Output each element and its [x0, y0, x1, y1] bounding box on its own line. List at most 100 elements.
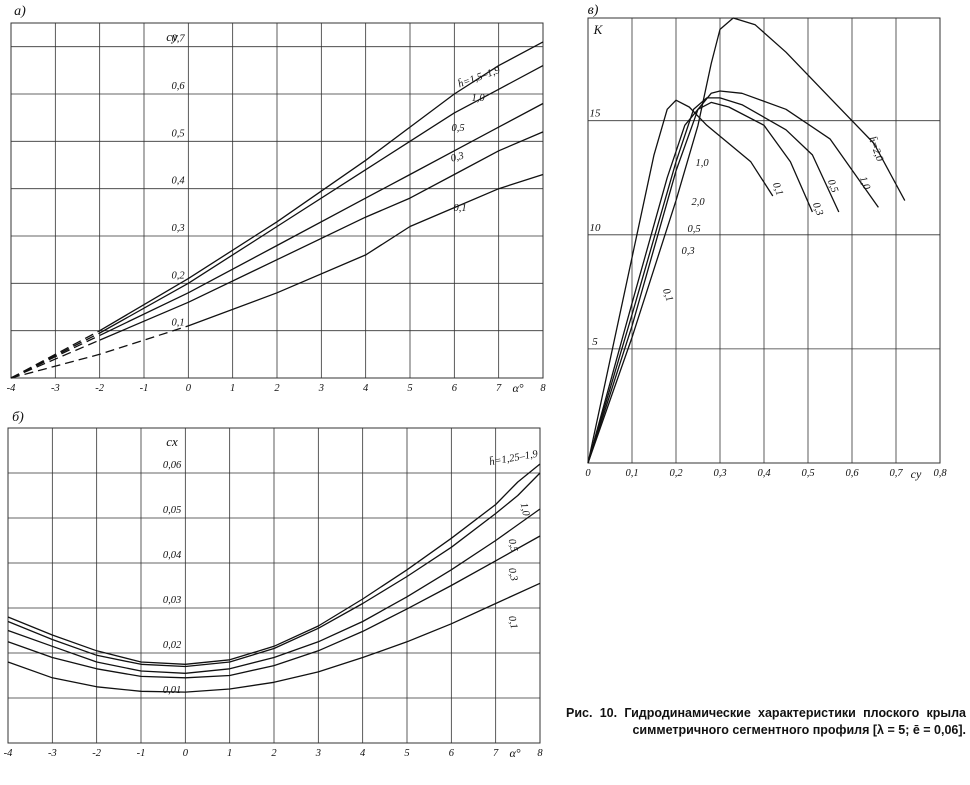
series-label: 0,5 [687, 224, 700, 235]
y-tick-label: 0,1 [171, 318, 184, 329]
figure-caption: Рис. 10. Гидродинамические характеристик… [566, 706, 966, 737]
series-label: 0,3 [810, 201, 825, 217]
series-label: h̄=1,5–1,9 [456, 64, 502, 90]
x-tick-label: -2 [92, 748, 101, 759]
x-tick-label: 6 [452, 383, 458, 394]
series-label: 1,0 [695, 158, 709, 169]
series-line [7, 463, 541, 665]
chart-panel-1: -4 -3 -2 -1 0 1 2 3 4 5 6 7 8 0,1 0,2 0,3 0,4 0,5 0,6 0,7cy… [7, 4, 547, 395]
series-label: 0,5 [825, 178, 840, 194]
x-tick-label: 0,3 [713, 468, 726, 479]
series-line [587, 90, 879, 464]
x-tick-label: 5 [404, 748, 409, 759]
x-tick-label: 2 [271, 748, 277, 759]
x-tick-label: 3 [315, 748, 321, 759]
y-tick-label: 0,06 [163, 460, 182, 471]
x-tick-label: 5 [407, 383, 412, 394]
x-tick-label: 0,1 [625, 468, 638, 479]
x-tick-label: 0,7 [889, 468, 903, 479]
series-label: 0,3 [681, 246, 694, 257]
x-tick-label: -2 [95, 383, 104, 394]
y-tick-label: 0,02 [163, 640, 182, 651]
chart-panel-3: 0 0,1 0,2 0,3 0,4 0,5 0,6 0,7 0,8 5 10 15 Kcy в) h̄=2,… [585, 3, 947, 481]
x-tick-label: 2 [274, 383, 280, 394]
series-line [7, 535, 541, 679]
x-tick-label: 0 [183, 748, 189, 759]
y-tick-label: 10 [590, 222, 602, 234]
series-label: 0,5 [451, 123, 464, 134]
x-tick-label: -1 [137, 748, 146, 759]
x-tick-label: 0 [186, 383, 192, 394]
y-tick-label: 0,03 [163, 595, 181, 606]
y-tick-label: 0,4 [171, 176, 185, 187]
y-tick-label: 0,5 [171, 128, 184, 139]
y-axis-title: cx [166, 434, 178, 449]
series-line [99, 65, 544, 334]
series-line [587, 99, 774, 464]
x-tick-label: 4 [363, 383, 369, 394]
y-tick-label: 0,01 [163, 685, 181, 696]
chart-panel-2: -4 -3 -2 -1 0 1 2 3 4 5 6 7 8 0,01 0,02 0,03 0,04 0,05 0,0… [4, 410, 544, 760]
y-axis-title: cy [166, 29, 178, 44]
x-tick-label: -3 [51, 383, 60, 394]
series-line-dashed [10, 334, 100, 379]
y-tick-label: 0,7 [171, 34, 185, 45]
series-label: 1,0 [471, 93, 485, 104]
x-tick-label: -4 [7, 383, 16, 394]
x-tick-label: -3 [48, 748, 57, 759]
series-line [99, 131, 544, 341]
series-line [99, 102, 544, 336]
x-tick-label: 1 [230, 383, 235, 394]
y-tick-label: 0,3 [171, 223, 184, 234]
series-line [587, 17, 906, 464]
series-line [188, 173, 544, 327]
panel-letter: в) [588, 3, 599, 18]
x-tick-label: 3 [318, 383, 324, 394]
series-line [99, 41, 544, 332]
panel-letter: б) [12, 410, 24, 425]
x-tick-label: -1 [140, 383, 149, 394]
series-label: 0,1 [453, 203, 466, 214]
x-tick-label: 7 [493, 748, 499, 759]
x-tick-label: 8 [537, 748, 543, 759]
series-label: h̄=2,0 [866, 135, 886, 164]
x-tick-label: 4 [360, 748, 366, 759]
x-tick-label: 0,8 [933, 468, 947, 479]
x-tick-label: 0,2 [669, 468, 683, 479]
x-tick-label: 0 [585, 468, 591, 479]
series-label: 2,0 [691, 197, 705, 208]
series-line [7, 582, 541, 693]
x-axis-title: α° [512, 381, 523, 395]
x-axis-title: α° [509, 746, 520, 760]
series-line-dashed [10, 325, 189, 379]
series-line [587, 101, 813, 464]
series-line-dashed [10, 339, 100, 379]
series-label: 0,1 [506, 615, 519, 630]
series-label: 1,0 [518, 502, 532, 518]
y-tick-label: 15 [590, 108, 602, 120]
y-tick-label: 0,04 [163, 550, 182, 561]
series-label: 0,3 [506, 567, 519, 582]
x-tick-label: 0,4 [757, 468, 771, 479]
series-label: 0,1 [770, 181, 785, 197]
x-axis-title: cy [911, 467, 922, 481]
x-tick-label: 0,5 [801, 468, 814, 479]
x-tick-label: 0,6 [845, 468, 859, 479]
x-tick-label: -4 [4, 748, 13, 759]
x-tick-label: 7 [496, 383, 502, 394]
series-label: 1,0 [857, 175, 872, 192]
series-line [587, 97, 840, 464]
y-tick-label: 0,05 [163, 505, 181, 516]
y-tick-label: 5 [592, 336, 598, 348]
series-label: 0,1 [660, 287, 675, 303]
series-line [7, 472, 541, 668]
y-axis-title: K [593, 22, 604, 37]
y-tick-label: 0,2 [171, 270, 185, 281]
y-tick-label: 0,6 [171, 81, 185, 92]
x-tick-label: 6 [449, 748, 455, 759]
x-tick-label: 8 [540, 383, 546, 394]
panel-letter: а) [14, 4, 26, 19]
series-label: 0,5 [506, 538, 519, 553]
